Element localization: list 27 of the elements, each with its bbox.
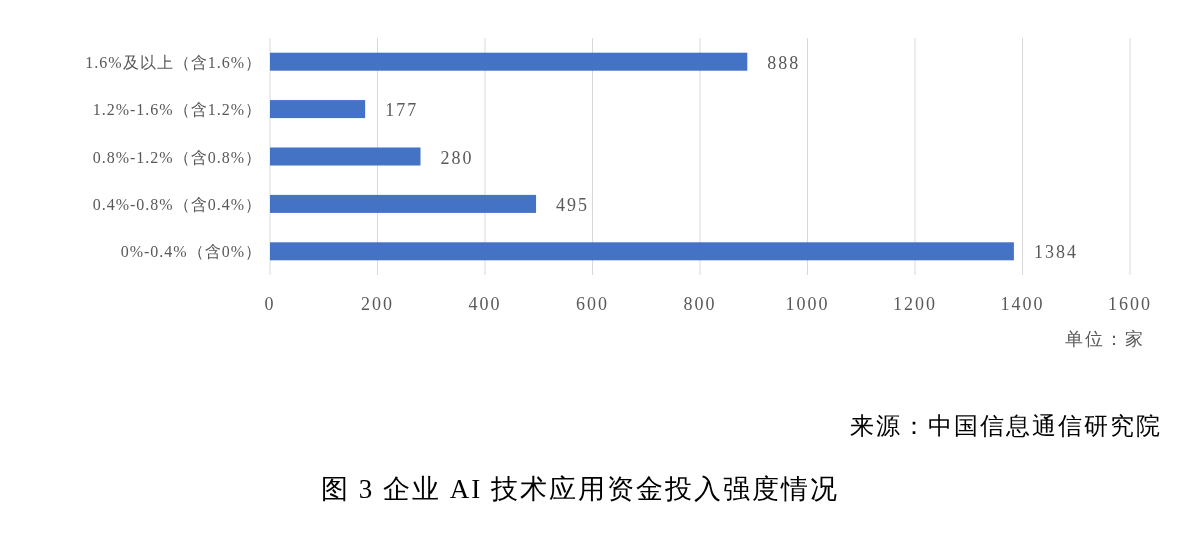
- data-label: 888: [767, 52, 801, 73]
- data-label: 495: [556, 194, 590, 215]
- x-tick-label: 400: [468, 294, 502, 314]
- x-tick-label: 1000: [785, 294, 830, 314]
- y-tick-label: 1.6%及以上（含1.6%）: [85, 53, 262, 71]
- x-tick-label: 200: [361, 294, 394, 314]
- data-label: 177: [385, 100, 419, 121]
- x-tick-label: 0: [264, 294, 276, 314]
- y-tick-label: 0.8%-1.2%（含0.8%）: [92, 148, 262, 166]
- x-tick-label: 1200: [893, 294, 937, 314]
- bar: [270, 194, 537, 213]
- data-label: 280: [440, 147, 474, 168]
- bar: [270, 242, 1014, 261]
- bar: [270, 147, 421, 166]
- y-tick-label: 0%-0.4%（含0%）: [120, 243, 262, 261]
- x-tick-label: 1400: [1000, 294, 1045, 314]
- text: 图 3 企业 AI 技术应用资金投入强度情况: [321, 474, 839, 504]
- data-label: 1384: [1033, 242, 1078, 263]
- x-axis-title: 单位：家: [1065, 329, 1145, 349]
- y-tick-label: 1.2%-1.6%（含1.2%）: [92, 101, 262, 119]
- x-tick-label: 600: [576, 294, 609, 314]
- bar: [270, 100, 366, 119]
- x-tick-label: 800: [683, 294, 717, 314]
- x-tick-label: 1600: [1108, 294, 1152, 314]
- bar: [270, 52, 748, 71]
- y-tick-label: 0.4%-0.8%（含0.4%）: [92, 195, 262, 213]
- source-note: 来源：中国信息通信研究院: [850, 413, 1162, 439]
